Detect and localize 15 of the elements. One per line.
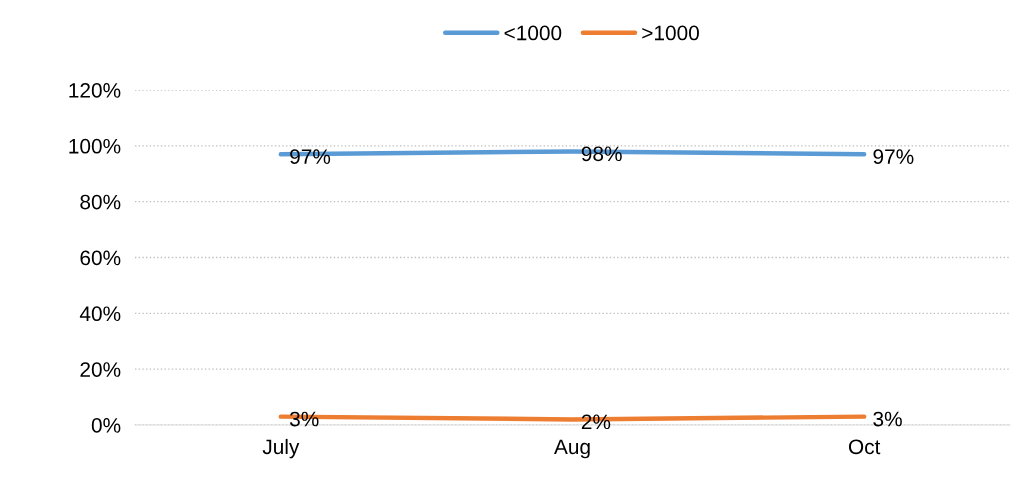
y-tick-label: 60%	[80, 250, 121, 266]
y-tick-label: 80%	[80, 194, 121, 210]
x-tick-label: Aug	[554, 439, 590, 459]
y-tick-label: 120%	[69, 83, 121, 98]
x-tick-label: Oct	[848, 439, 881, 455]
data-label: 97%	[873, 149, 914, 164]
data-label: 3%	[873, 411, 902, 427]
legend-label: <1000	[504, 25, 562, 41]
y-tick-label: 100%	[69, 138, 121, 154]
y-tick-label: 0%	[91, 418, 121, 433]
y-tick-label: 40%	[79, 306, 121, 322]
y-tick-label: 20%	[80, 362, 121, 377]
legend-label: >1000	[642, 25, 699, 41]
x-tick-label: July	[262, 438, 300, 459]
data-label: 98%	[581, 146, 622, 162]
